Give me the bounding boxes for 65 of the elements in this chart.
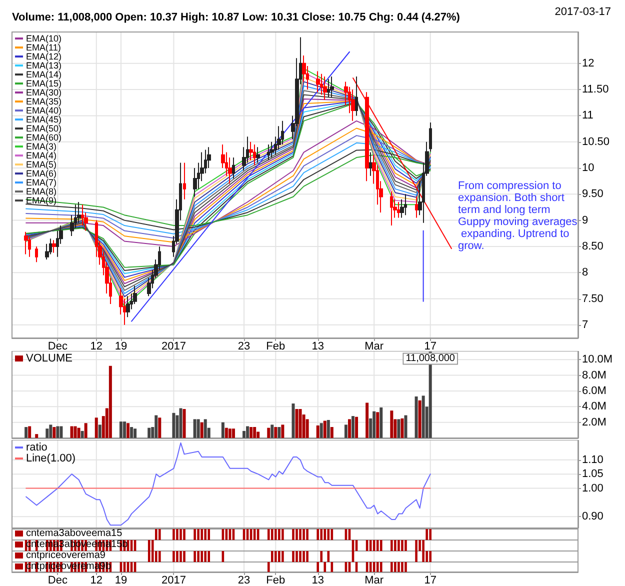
y-tick-label: 1.10 bbox=[582, 454, 604, 466]
x-tick-label: 19 bbox=[114, 574, 128, 586]
legend-label: EMA(11) bbox=[26, 42, 61, 52]
legend-label: EMA(5) bbox=[26, 160, 57, 170]
y-tick-label: 1.00 bbox=[582, 482, 604, 494]
legend-label: EMA(14) bbox=[26, 70, 62, 80]
y-tick-label: 10.0M bbox=[582, 354, 613, 366]
legend-label: EMA(12) bbox=[26, 52, 62, 62]
y-tick-label: 11 bbox=[582, 110, 594, 122]
legend-label: ratio bbox=[26, 442, 48, 454]
y-tick-label: 9 bbox=[582, 214, 588, 226]
y-tick-label: 11.50 bbox=[582, 84, 609, 96]
x-tick-label: 17 bbox=[424, 340, 436, 352]
x-tick-label: Dec bbox=[48, 574, 68, 586]
legend-label: EMA(15) bbox=[26, 78, 62, 88]
x-tick-label: 12 bbox=[90, 340, 102, 352]
legend-label: cntpriceoverema9 bbox=[26, 550, 106, 561]
legend-label: EMA(7) bbox=[26, 178, 57, 188]
y-tick-label: 8 bbox=[582, 266, 588, 279]
x-tick-label: 2017 bbox=[161, 574, 186, 586]
legend-label: EMA(40) bbox=[26, 106, 62, 116]
legend-label: EMA(10) bbox=[26, 34, 62, 44]
x-tick-label: 17 bbox=[424, 574, 436, 586]
legend-label: cntema3aboveema15 bbox=[26, 528, 123, 539]
legend-label: VOLUME bbox=[26, 352, 72, 364]
y-tick-label: 9.50 bbox=[582, 188, 604, 200]
x-tick-label: 13 bbox=[312, 574, 324, 586]
legend-label: Line(1.00) bbox=[26, 452, 76, 464]
legend-label: EMA(30) bbox=[26, 88, 62, 98]
y-tick-label: 8.50 bbox=[582, 240, 604, 252]
x-tick-label: 23 bbox=[238, 340, 250, 352]
chart-subtitle: Volume: 11,008,000 Open: 10.37 High: 10.87 Low: 10.31 Close: 10.75 Chg: 0.44 (4.27%) bbox=[12, 12, 460, 24]
x-tick-label: 13 bbox=[312, 340, 324, 352]
y-tick-label: 7 bbox=[582, 318, 588, 331]
x-tick-label: Dec bbox=[48, 340, 68, 352]
y-tick-label: 4.0M bbox=[582, 400, 606, 413]
data-label: 11,008,000 bbox=[406, 353, 456, 364]
y-tick-label: 8.0M bbox=[582, 369, 606, 382]
y-tick-label: 6.0M bbox=[582, 384, 606, 397]
x-tick-label: Mar bbox=[364, 574, 384, 586]
legend-label: EMA(8) bbox=[26, 186, 57, 196]
legend-label: EMA(4) bbox=[26, 150, 57, 160]
x-tick-label: 19 bbox=[114, 340, 128, 352]
x-tick-label: 23 bbox=[238, 574, 250, 586]
x-tick-label: Feb bbox=[266, 574, 286, 586]
x-tick-label: Mar bbox=[364, 340, 384, 352]
legend-label: EMA(60) bbox=[26, 132, 62, 142]
text: 2017-03-17 bbox=[554, 6, 612, 18]
y-tick-label: 10 bbox=[582, 162, 594, 174]
y-tick-label: 0.90 bbox=[582, 510, 604, 523]
y-tick-label: 2.0M bbox=[582, 416, 606, 428]
x-tick-label: 2017 bbox=[161, 340, 186, 352]
legend-label: EMA(35) bbox=[26, 96, 62, 106]
y-tick-label: 10.50 bbox=[582, 136, 610, 148]
legend-label: EMA(13) bbox=[26, 60, 62, 70]
annotation: From compression to expansion. Both short term and long term Guppy moving averages expanding. Uptrend to grow. bbox=[458, 180, 578, 252]
legend-label: EMA(6) bbox=[26, 168, 57, 178]
y-tick-label: 7.50 bbox=[582, 292, 604, 305]
y-tick-label: 1.05 bbox=[582, 468, 604, 480]
y-tick-label: 12 bbox=[582, 57, 594, 70]
legend-label: EMA(45) bbox=[26, 114, 62, 124]
x-tick-label: Feb bbox=[266, 340, 286, 352]
x-tick-label: 12 bbox=[90, 574, 102, 586]
legend-label: EMA(3) bbox=[26, 142, 57, 152]
legend-label: EMA(50) bbox=[26, 124, 62, 134]
